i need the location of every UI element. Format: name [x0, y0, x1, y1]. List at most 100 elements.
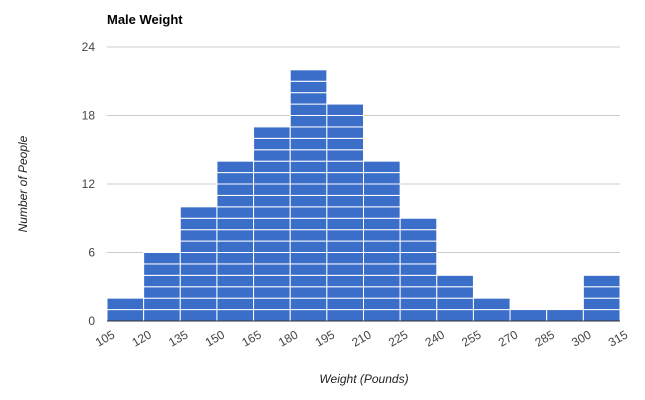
bar-segment: [289, 149, 328, 162]
bar-segment: [326, 229, 365, 242]
bar-segment: [326, 149, 365, 162]
bar-segment: [472, 297, 511, 311]
bar: [582, 274, 621, 322]
bar-segment: [216, 160, 255, 174]
bar: [436, 274, 474, 322]
bar-segment: [582, 297, 621, 311]
bar-segment: [363, 160, 401, 174]
y-tick-label: 24: [82, 40, 96, 54]
bar: [289, 69, 328, 322]
x-tick-label: 210: [349, 327, 374, 349]
bar-segment: [399, 309, 438, 322]
x-tick-label: 315: [606, 327, 631, 349]
bar-segment: [289, 80, 328, 94]
bar-segment: [179, 206, 218, 219]
bar-segment: [582, 309, 621, 322]
bar-segment: [326, 172, 365, 185]
x-tick-label: 150: [203, 327, 228, 349]
x-tick-label: 240: [423, 327, 448, 349]
bar-segment: [326, 263, 365, 276]
bar-segment: [289, 297, 328, 311]
bar: [143, 252, 181, 322]
bar-segment: [216, 240, 255, 253]
bar-segment: [326, 160, 365, 174]
bar-segment: [289, 229, 328, 242]
x-tick-label: 120: [129, 327, 154, 349]
bar-segment: [253, 286, 291, 299]
bar-segment: [289, 126, 328, 139]
x-axis-label: Weight (Pounds): [319, 372, 409, 386]
bar-segment: [253, 252, 291, 265]
y-tick-label: 6: [88, 246, 95, 260]
bar-segment: [216, 172, 255, 185]
bar-segment: [582, 286, 621, 299]
bar: [509, 309, 548, 322]
bar-segment: [179, 309, 218, 322]
bar-segment: [179, 217, 218, 231]
bar-segment: [436, 274, 474, 288]
bar-segment: [106, 309, 145, 322]
bar-segment: [253, 160, 291, 174]
bar-segment: [399, 274, 438, 288]
bar-segment: [253, 194, 291, 208]
bar-segment: [326, 126, 365, 139]
bar-segment: [289, 115, 328, 128]
chart-title: Male Weight: [107, 12, 183, 27]
bar: [363, 160, 401, 322]
bar-segment: [143, 252, 181, 265]
bar-segment: [216, 252, 255, 265]
bar: [472, 297, 511, 322]
bar-segment: [253, 183, 291, 196]
x-tick-label: 105: [93, 327, 118, 349]
bar-segment: [179, 263, 218, 276]
bar: [179, 206, 218, 322]
bar-segment: [289, 240, 328, 253]
bar-segment: [289, 69, 328, 82]
bar-segment: [289, 252, 328, 265]
bar-segment: [399, 286, 438, 299]
y-tick-label: 18: [82, 109, 96, 123]
bar-segment: [289, 206, 328, 219]
bar-segment: [253, 217, 291, 231]
bar-segment: [253, 149, 291, 162]
bar-segment: [289, 286, 328, 299]
bar-segment: [253, 126, 291, 139]
bar-segment: [216, 183, 255, 196]
bar-segment: [253, 206, 291, 219]
bar-segment: [363, 252, 401, 265]
bar-segment: [216, 229, 255, 242]
x-tick-label: 255: [459, 327, 484, 349]
x-tick-label: 165: [239, 327, 264, 349]
bar-segment: [363, 309, 401, 322]
bar-segment: [326, 240, 365, 253]
bar-segment: [363, 172, 401, 185]
bar-segment: [326, 297, 365, 311]
bar-segment: [289, 172, 328, 185]
bar-segment: [582, 274, 621, 288]
bar-segment: [399, 217, 438, 231]
bar-segment: [253, 137, 291, 151]
x-tick-label: 285: [533, 327, 558, 349]
bar-segment: [253, 263, 291, 276]
bar-segment: [363, 274, 401, 288]
bar-segment: [289, 263, 328, 276]
bar-segment: [363, 263, 401, 276]
bar-segment: [289, 194, 328, 208]
bar: [253, 126, 291, 322]
bar-segment: [289, 103, 328, 117]
bar-segment: [326, 194, 365, 208]
bar: [399, 217, 438, 322]
bar-segment: [216, 194, 255, 208]
bar-segment: [326, 115, 365, 128]
bar-segment: [253, 240, 291, 253]
bar-segment: [326, 103, 365, 117]
x-tick-label: 180: [276, 327, 301, 349]
bar-segment: [326, 206, 365, 219]
bar-segment: [143, 297, 181, 311]
bar-segment: [363, 217, 401, 231]
bar-segment: [326, 252, 365, 265]
bar-segment: [216, 309, 255, 322]
bar-segment: [363, 229, 401, 242]
bar-segment: [399, 263, 438, 276]
